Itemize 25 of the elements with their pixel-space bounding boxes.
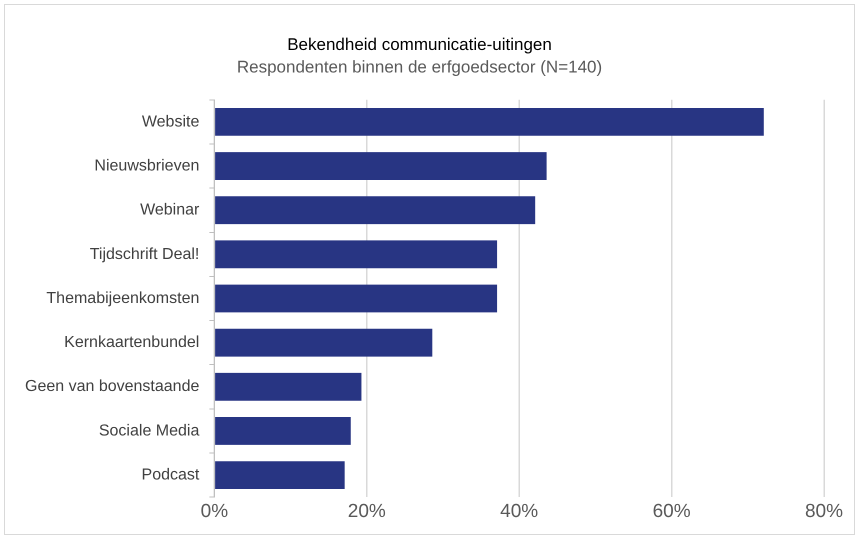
y-tick-label: Sociale Media (98, 422, 200, 440)
y-tick-label: Tijdschrift Deal! (90, 246, 200, 263)
x-tick-label: 60% (652, 500, 691, 522)
y-tick-label: Webinar (140, 202, 200, 219)
x-tick-label: 20% (348, 500, 386, 522)
y-tick-label: Website (142, 113, 200, 130)
y-tick-label: Nieuwsbrieven (94, 157, 200, 174)
bar (215, 108, 764, 136)
chart-subtitle: Respondenten binnen de erfgoedsector (N=140) (236, 57, 602, 76)
bar (215, 152, 547, 180)
y-tick-label: Podcast (142, 466, 200, 484)
y-tick-label: Geen van bovenstaande (25, 378, 200, 396)
y-tick-label: Kernkaartenbundel (64, 334, 200, 352)
bar (215, 328, 432, 357)
bar (215, 417, 351, 445)
bar (215, 461, 345, 490)
bar (215, 240, 498, 268)
x-tick-label: 40% (500, 500, 538, 522)
x-tick-label: 0% (200, 500, 228, 522)
bar (215, 196, 536, 224)
bar (215, 372, 362, 401)
chart-title: Bekendheid communicatie-uitingen (287, 34, 552, 54)
y-tick-label: Themabijeenkomsten (46, 290, 200, 307)
bar (215, 284, 498, 312)
x-tick-label: 80% (804, 500, 844, 522)
